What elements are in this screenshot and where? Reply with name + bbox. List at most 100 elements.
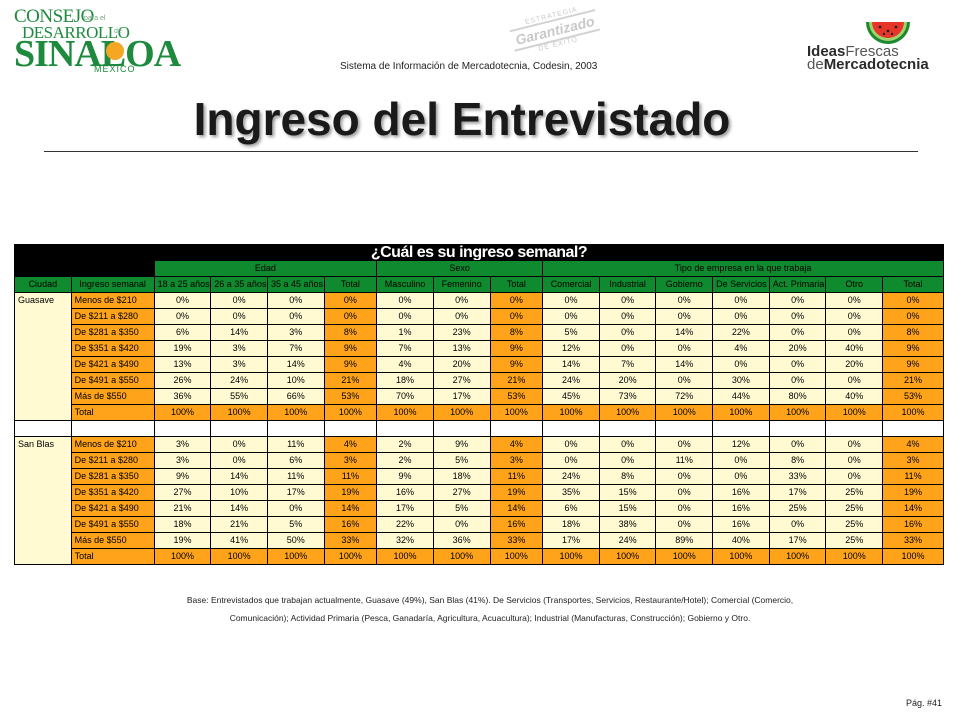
page-number: Pág. #41 bbox=[905, 698, 942, 708]
value-cell: 7% bbox=[266, 340, 325, 357]
value-cell: 3% bbox=[882, 452, 944, 469]
table-row: De $351 a $420 27% 10% 17% 19% 16% 27% 19% 35% 15… bbox=[15, 484, 944, 501]
value-cell: 6% bbox=[266, 452, 325, 469]
group-header-tipo-empresa: Tipo de empresa en la que trabaja bbox=[542, 260, 944, 277]
value-cell: 9% bbox=[489, 356, 544, 373]
value-cell: 100% bbox=[323, 404, 378, 421]
spacer-cell bbox=[825, 420, 884, 437]
value-cell: 0% bbox=[266, 292, 325, 309]
value-cell: 100% bbox=[266, 548, 325, 565]
value-cell: 0% bbox=[542, 308, 600, 325]
value-cell: 16% bbox=[489, 516, 544, 533]
value-cell: 0% bbox=[489, 292, 544, 309]
value-cell: 80% bbox=[768, 388, 827, 405]
column-header-row: Ciudad Ingreso semanal 18 a 25 años 26 a 35… bbox=[14, 276, 944, 293]
value-cell: 0% bbox=[432, 308, 491, 325]
value-cell: 25% bbox=[825, 500, 884, 517]
footnote: Base: Entrevistados que trabajan actualm… bbox=[160, 591, 820, 627]
value-cell: 100% bbox=[210, 548, 268, 565]
value-cell: 3% bbox=[210, 340, 268, 357]
value-cell: 26% bbox=[153, 372, 212, 389]
column-header: Total bbox=[323, 276, 378, 293]
value-cell: 45% bbox=[542, 388, 600, 405]
value-cell: 3% bbox=[266, 324, 325, 341]
value-cell: 0% bbox=[266, 500, 325, 517]
value-cell: 14% bbox=[542, 356, 600, 373]
value-cell: 66% bbox=[266, 388, 325, 405]
value-cell: 38% bbox=[598, 516, 657, 533]
page-title: Ingreso del Entrevistado bbox=[193, 93, 731, 145]
value-cell: 0% bbox=[655, 500, 714, 517]
value-cell: 0% bbox=[266, 308, 325, 325]
value-cell: 13% bbox=[153, 356, 212, 373]
value-cell: 89% bbox=[655, 532, 714, 549]
value-cell: 20% bbox=[432, 356, 491, 373]
value-cell: 11% bbox=[882, 468, 944, 485]
income-range-cell: De $211 a $280 bbox=[70, 308, 155, 325]
value-cell: 11% bbox=[489, 468, 544, 485]
value-cell: 36% bbox=[153, 388, 212, 405]
income-range-cell: De $491 a $550 bbox=[70, 516, 155, 533]
value-cell: 41% bbox=[210, 532, 268, 549]
value-cell: 70% bbox=[376, 388, 434, 405]
value-cell: 21% bbox=[323, 372, 378, 389]
value-cell: 16% bbox=[882, 516, 944, 533]
spacer-cell bbox=[210, 420, 268, 437]
table-row: De $211 a $280 3% 0% 6% 3% 2% 5% 3% 0% 0% 11% 0% 8% 0… bbox=[15, 452, 944, 469]
value-cell: 50% bbox=[266, 532, 325, 549]
value-cell: 0% bbox=[655, 372, 714, 389]
value-cell: 22% bbox=[376, 516, 434, 533]
table-row: De $421 a $490 21% 14% 0% 14% 17% 5% 14% 6% 15% 0%… bbox=[15, 500, 944, 517]
value-cell: 10% bbox=[210, 484, 268, 501]
value-cell: 72% bbox=[655, 388, 714, 405]
value-cell: 0% bbox=[768, 372, 827, 389]
column-header: Gobierno bbox=[655, 276, 714, 293]
value-cell: 17% bbox=[768, 484, 827, 501]
group-header-sexo: Sexo bbox=[376, 260, 544, 277]
value-cell: 0% bbox=[598, 340, 657, 357]
garantizado-stamp: ESTRATEGIA Garantizado DE ÉXITO bbox=[508, 2, 608, 64]
value-cell: 14% bbox=[323, 500, 378, 517]
value-cell: 9% bbox=[376, 468, 434, 485]
value-cell: 14% bbox=[655, 324, 714, 341]
value-cell: 53% bbox=[323, 388, 378, 405]
value-cell: 25% bbox=[768, 500, 827, 517]
spacer-cell bbox=[598, 420, 657, 437]
logo-small-para: para el bbox=[84, 15, 106, 22]
table-row: De $491 a $550 18% 21% 5% 16% 22% 0% 16% 18% 38% 0… bbox=[15, 516, 944, 533]
column-header: Masculino bbox=[376, 276, 434, 293]
value-cell: 13% bbox=[432, 340, 491, 357]
value-cell: 16% bbox=[323, 516, 378, 533]
table-row: Guasave Menos de $210 0% 0% 0% 0% 0% 0% 0% 0% 0% 0%… bbox=[14, 292, 944, 421]
value-cell: 8% bbox=[882, 324, 944, 341]
column-header: Ingreso semanal bbox=[70, 276, 155, 293]
income-range-cell: Total bbox=[70, 548, 155, 565]
value-cell: 17% bbox=[432, 388, 491, 405]
logo-line-sinaloa: SINALOA bbox=[14, 33, 181, 75]
value-cell: 100% bbox=[153, 404, 212, 421]
value-cell: 24% bbox=[598, 532, 657, 549]
value-cell: 0% bbox=[598, 308, 657, 325]
value-cell: 100% bbox=[655, 548, 714, 565]
value-cell: 0% bbox=[712, 308, 770, 325]
value-cell: 19% bbox=[153, 340, 212, 357]
value-cell: 24% bbox=[210, 372, 268, 389]
income-range-cell: Menos de $210 bbox=[70, 436, 155, 453]
value-cell: 5% bbox=[266, 516, 325, 533]
value-cell: 100% bbox=[882, 404, 944, 421]
value-cell: 0% bbox=[323, 308, 378, 325]
value-cell: 27% bbox=[153, 484, 212, 501]
value-cell: 100% bbox=[598, 548, 657, 565]
value-cell: 40% bbox=[712, 532, 770, 549]
value-cell: 73% bbox=[598, 388, 657, 405]
value-cell: 8% bbox=[323, 324, 378, 341]
value-cell: 0% bbox=[210, 308, 268, 325]
column-header: Ciudad bbox=[14, 276, 72, 293]
value-cell: 33% bbox=[323, 532, 378, 549]
logo-word-frescas: Frescas bbox=[845, 43, 899, 60]
table-row: Total 100% 100% 100% 100% 100% 100% 100% 100% 100… bbox=[15, 404, 944, 421]
value-cell: 9% bbox=[153, 468, 212, 485]
value-cell: 25% bbox=[825, 532, 884, 549]
table-row: Más de $550 19% 41% 50% 33% 32% 36% 33% 17% 24% 89… bbox=[15, 532, 944, 549]
column-header: 18 a 25 años bbox=[153, 276, 212, 293]
